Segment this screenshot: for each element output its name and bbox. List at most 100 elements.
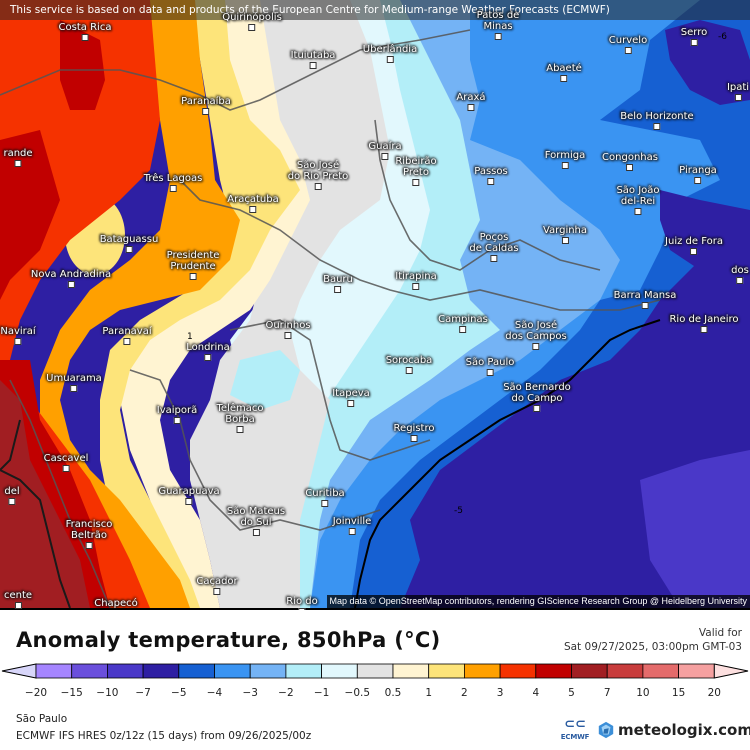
city-passos[interactable]: Passos [474, 166, 508, 185]
city-label: Ourinhos [265, 320, 311, 331]
city-uberl-ndia[interactable]: Uberlândia [363, 44, 417, 63]
colorbar-swatch [499, 663, 537, 679]
city-ourinhos[interactable]: Ourinhos [265, 320, 311, 339]
city-label: Curitiba [305, 488, 345, 499]
city-serro[interactable]: Serro [681, 27, 707, 46]
city-marker-icon [81, 34, 89, 41]
city-s-o-mateus-do-sul[interactable]: São Mateus do Sul [227, 506, 285, 536]
city-formiga[interactable]: Formiga [545, 150, 585, 169]
city-marker-icon [14, 338, 22, 345]
city-piranga[interactable]: Piranga [679, 165, 717, 184]
city-ara-atuba[interactable]: Araçatuba [227, 194, 279, 213]
meteologix-brand-text: meteologix.com [618, 721, 750, 739]
city-label: Caçador [196, 576, 238, 587]
city-s-o-jos-do-rio-preto[interactable]: São José do Rio Preto [288, 160, 348, 190]
city-varginha[interactable]: Varginha [543, 225, 587, 244]
city-ituiutaba[interactable]: Ituiutaba [290, 50, 336, 69]
city-francisco-beltr-o[interactable]: Francisco Beltrão [66, 519, 112, 549]
colorbar-swatch [678, 663, 715, 679]
city-nova-andradina[interactable]: Nova Andradina [31, 269, 111, 288]
city-rio-do[interactable]: Rio do [286, 596, 318, 610]
city-umuarama[interactable]: Umuarama [46, 373, 102, 392]
city-marker-icon [634, 208, 642, 215]
city-londrina[interactable]: Londrina [186, 342, 230, 361]
city-label: Itirapina [395, 271, 437, 282]
city-curvelo[interactable]: Curvelo [609, 35, 647, 54]
colorbar-tick-label: −0.5 [344, 687, 371, 699]
city-po-os-de-caldas[interactable]: Poços de Caldas [469, 232, 519, 262]
city-presidente-prudente[interactable]: Presidente Prudente [167, 250, 219, 280]
osm-credit[interactable]: Map data © OpenStreetMap contributors, r… [326, 595, 750, 608]
city-tel-maco-borba[interactable]: Telêmaco Borba [216, 403, 264, 433]
city-marker-icon [284, 332, 292, 339]
city-tr-s-lagoas[interactable]: Três Lagoas [144, 173, 202, 192]
city-curitiba[interactable]: Curitiba [305, 488, 345, 507]
legend-footer: Anomaly temperature, 850hPa (°C) Valid f… [0, 610, 750, 750]
city-marker-icon [236, 426, 244, 433]
city-marker-icon [412, 179, 420, 186]
city-congonhas[interactable]: Congonhas [602, 152, 658, 171]
city-juiz-de-fora[interactable]: Juiz de Fora [665, 236, 723, 255]
city-dos[interactable]: dos [731, 265, 749, 284]
colorbar-tick-label: 10 [636, 687, 650, 699]
city-ribeir-o-preto[interactable]: Ribeirão Preto [395, 156, 437, 186]
city-bauru[interactable]: Bauru [323, 274, 353, 293]
city-itapeva[interactable]: Itapeva [332, 388, 370, 407]
city-label: Juiz de Fora [665, 236, 723, 247]
city-label: Araçatuba [227, 194, 279, 205]
colorbar-tick-label: 15 [671, 687, 686, 699]
city-label: dos Campos [505, 331, 567, 342]
ecmwf-logo[interactable]: ⊂⊂ ECMWF [560, 718, 590, 746]
weather-map[interactable]: This service is based on data and produc… [0, 0, 750, 610]
city-navira[interactable]: Naviraí [0, 326, 36, 345]
map-title: Anomaly temperature, 850hPa (°C) [16, 628, 441, 652]
city-ivaipor[interactable]: Ivaiporã [157, 405, 197, 424]
city-s-o-jo-o-del-rei[interactable]: São João del-Rei [616, 185, 660, 215]
city-itirapina[interactable]: Itirapina [395, 271, 437, 290]
city-guarapuava[interactable]: Guarapuava [158, 486, 220, 505]
city-s-o-paulo[interactable]: São Paulo [466, 357, 514, 376]
city-registro[interactable]: Registro [394, 423, 434, 442]
city-paranava[interactable]: Paranavaí [102, 326, 152, 345]
city-sorocaba[interactable]: Sorocaba [386, 355, 432, 374]
city-label: Barra Mansa [613, 290, 677, 301]
ecmwf-logo-text: ECMWF [560, 733, 590, 741]
meteologix-logo[interactable]: meteologix.com [597, 719, 750, 741]
city-patos-de-minas[interactable]: Patos de Minas [477, 10, 519, 40]
city-label: Costa Rica [58, 22, 112, 33]
colorbar-swatch [285, 663, 322, 679]
city-ca-ador[interactable]: Caçador [196, 576, 238, 595]
city-label: São Bernardo [503, 382, 571, 393]
city-label: Ituiutaba [290, 50, 336, 61]
city-s-o-bernardo-do-campo[interactable]: São Bernardo do Campo [503, 382, 571, 412]
city-barra-mansa[interactable]: Barra Mansa [613, 290, 677, 309]
city-campinas[interactable]: Campinas [438, 314, 488, 333]
city-label: São José [514, 320, 558, 331]
city-marker-icon [169, 185, 177, 192]
city-belo-horizonte[interactable]: Belo Horizonte [620, 111, 694, 130]
colorbar-swatch [392, 663, 430, 679]
city-marker-icon [486, 369, 494, 376]
city-ipati[interactable]: Ipati [727, 82, 749, 101]
city-abaet[interactable]: Abaeté [546, 63, 582, 82]
city-s-o-jos-dos-campos[interactable]: São José dos Campos [505, 320, 567, 350]
city-costa-rica[interactable]: Costa Rica [58, 22, 112, 41]
city-quirin-polis[interactable]: Quirinópolis [222, 12, 282, 31]
city-cente[interactable]: cente [4, 590, 32, 609]
city-arax[interactable]: Araxá [456, 92, 486, 111]
city-marker-icon [14, 160, 22, 167]
city-gua-ra[interactable]: Guaíra [368, 141, 402, 160]
city-rande[interactable]: rande [3, 148, 33, 167]
city-parana-ba[interactable]: Paranaíba [181, 96, 231, 115]
city-del[interactable]: del [4, 486, 20, 505]
city-marker-icon [386, 56, 394, 63]
city-label: Telêmaco [216, 403, 264, 414]
city-bataguassu[interactable]: Bataguassu [100, 234, 158, 253]
city-label: Serro [680, 27, 708, 38]
city-marker-icon [653, 123, 661, 130]
city-joinville[interactable]: Joinville [333, 516, 371, 535]
city-rio-de-janeiro[interactable]: Rio de Janeiro [669, 314, 739, 333]
city-cascavel[interactable]: Cascavel [44, 453, 88, 472]
city-marker-icon [694, 177, 702, 184]
city-chapec[interactable]: Chapecó [94, 598, 138, 610]
